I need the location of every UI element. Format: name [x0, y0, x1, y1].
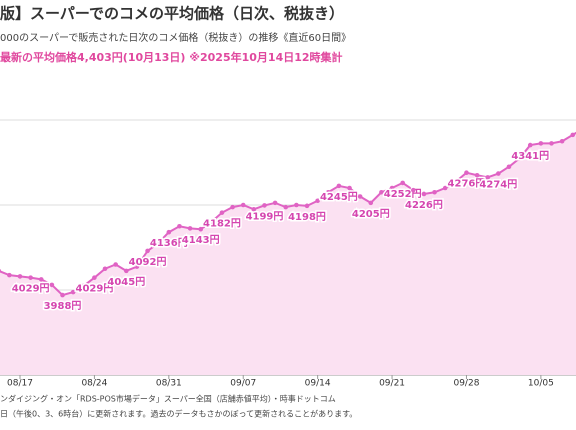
point — [134, 264, 140, 269]
footer: 日（午後0、3、6時台）に更新されます。過去のデータもさかのぼって更新されること… — [0, 409, 357, 419]
data-label: 4245円 — [320, 191, 358, 203]
point — [485, 175, 491, 180]
point — [124, 268, 129, 274]
point — [49, 282, 55, 288]
point — [496, 171, 501, 176]
point — [92, 275, 97, 280]
x-tick-label: 09/28 — [453, 379, 479, 389]
data-label: 4136円 — [150, 237, 188, 249]
data-label: 4199円 — [246, 210, 284, 222]
chart-title: 版】スーパーでのコメの平均価格（日次、税抜き） — [0, 5, 344, 23]
data-label: 4205円 — [352, 208, 390, 220]
point — [336, 183, 342, 189]
point — [357, 194, 363, 199]
point — [379, 189, 384, 195]
point — [283, 204, 289, 210]
data-label: 4198円 — [288, 211, 326, 223]
data-label: 4029円 — [75, 283, 113, 295]
point — [17, 274, 23, 279]
point — [442, 185, 448, 191]
point — [230, 204, 235, 210]
point — [60, 292, 65, 298]
point — [549, 141, 554, 146]
data-label: 4143円 — [182, 234, 220, 246]
point — [325, 189, 331, 195]
x-tick-label: 08/17 — [7, 379, 33, 389]
point — [347, 185, 352, 191]
annotation: 最新の平均価格4,403円(10月13日) ※2025年10月14日12時集計 — [0, 50, 343, 64]
data-label: 4029円 — [12, 283, 50, 295]
data-label: 3988円 — [44, 300, 82, 312]
point — [177, 223, 182, 229]
point — [155, 240, 161, 246]
point — [272, 200, 278, 206]
point — [240, 202, 246, 208]
data-label: 4276円 — [448, 178, 486, 190]
point — [166, 229, 172, 235]
point — [102, 266, 108, 272]
point — [251, 206, 257, 212]
data-label: 4252円 — [384, 188, 422, 200]
point — [0, 268, 2, 273]
point — [70, 289, 76, 295]
x-tick-label: 08/24 — [81, 379, 107, 389]
point — [421, 191, 427, 197]
x-tick-label: 08/31 — [156, 379, 182, 389]
subtitle: 000のスーパーで販売された日次のコメ価格（税抜き）の推移《直近60日間》 — [0, 31, 351, 44]
data-label: 4182円 — [203, 218, 241, 230]
point — [262, 203, 267, 208]
point — [209, 219, 214, 225]
point — [400, 180, 405, 186]
x-tick-label: 09/21 — [379, 379, 405, 389]
point — [411, 187, 416, 193]
point — [219, 210, 225, 215]
point — [464, 170, 469, 175]
x-tick-label: 10/05 — [528, 379, 554, 389]
x-tick-label: 09/14 — [305, 379, 331, 389]
point — [113, 262, 118, 267]
point — [474, 172, 480, 178]
point — [294, 202, 299, 208]
point — [432, 189, 437, 195]
point — [506, 164, 512, 170]
point — [527, 142, 533, 148]
x-tick-label: 09/07 — [230, 379, 256, 389]
point — [187, 226, 193, 231]
point — [38, 277, 44, 282]
data-label: 4045円 — [107, 276, 145, 288]
point — [517, 155, 522, 161]
point — [570, 132, 576, 138]
point — [538, 141, 544, 146]
point — [304, 203, 310, 209]
data-label: 4274円 — [479, 179, 517, 191]
data-label: 4092円 — [129, 256, 167, 268]
data-label: 4341円 — [511, 150, 549, 162]
footer: ンダイジング・オン「RDS-POS市場データ」スーパー全国（店舗赤値平均）・時事… — [0, 394, 336, 404]
point — [559, 138, 565, 144]
point — [453, 179, 459, 184]
point — [368, 200, 374, 206]
point — [389, 185, 395, 191]
area — [0, 132, 576, 375]
data-label: 4226円 — [405, 199, 443, 211]
point — [145, 248, 150, 254]
point — [7, 272, 12, 278]
point — [198, 226, 204, 232]
point — [81, 283, 87, 289]
point — [28, 275, 33, 280]
point — [315, 198, 320, 204]
